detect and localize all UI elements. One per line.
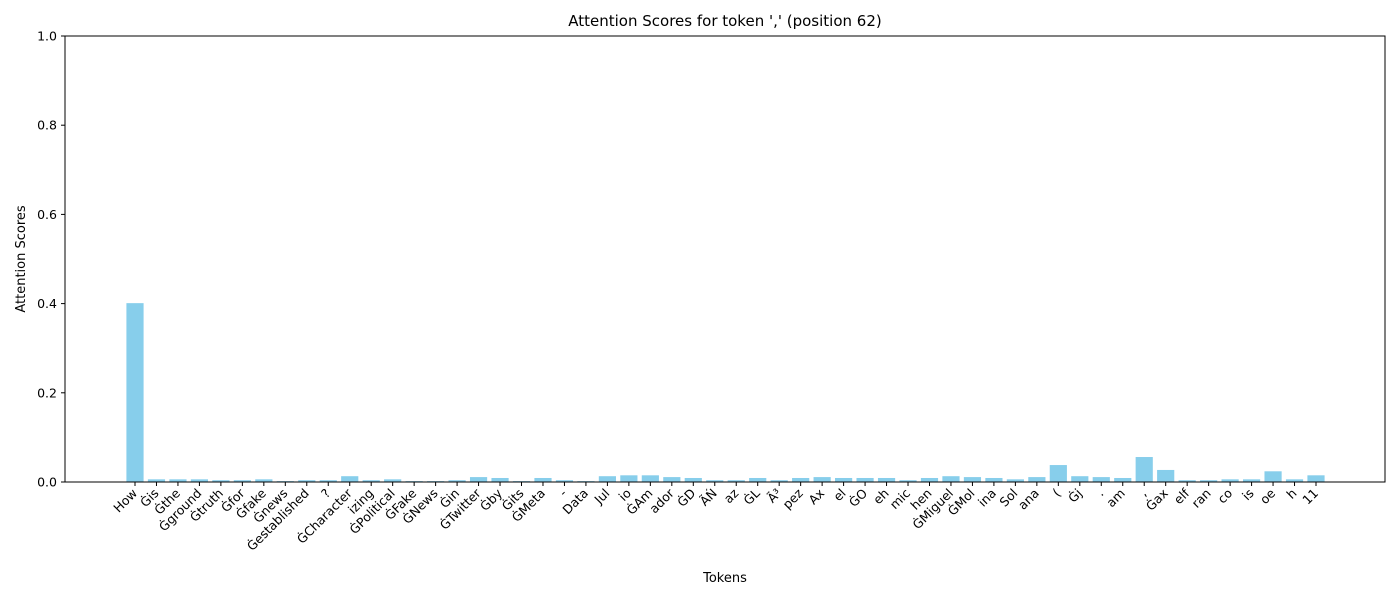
- bar: [641, 475, 659, 482]
- bar: [770, 480, 788, 482]
- y-tick-label: 1.0: [37, 29, 57, 44]
- bar: [963, 477, 982, 482]
- x-tick-label: ÃŃ: [697, 486, 720, 509]
- bar: [233, 480, 251, 482]
- bar: [598, 476, 616, 482]
- y-tick-label: 0.2: [37, 385, 57, 400]
- x-tick-label: ĠD: [673, 485, 698, 510]
- bar: [920, 477, 939, 482]
- x-tick-label: az: [721, 485, 742, 506]
- x-tick-label: ador: [646, 485, 677, 516]
- bar: [620, 475, 638, 482]
- x-tick-label: Data: [559, 486, 591, 518]
- bar: [942, 476, 960, 482]
- x-tick-label: How: [110, 486, 140, 516]
- bar: [469, 477, 488, 482]
- bar: [362, 480, 380, 482]
- y-tick-label: 0.8: [37, 118, 57, 133]
- bar: [169, 479, 187, 482]
- bar: [1178, 480, 1196, 482]
- bar: [1285, 479, 1304, 482]
- bar: [813, 477, 831, 482]
- bar: [1307, 475, 1325, 482]
- bar: [749, 477, 767, 482]
- bar: [1006, 479, 1024, 482]
- x-tick-label: h: [1283, 486, 1299, 502]
- bar: [1135, 457, 1153, 482]
- x-tick-label: .: [1093, 486, 1106, 499]
- bar: [899, 480, 917, 482]
- y-tick-label: 0.6: [37, 207, 57, 222]
- x-tick-label: elf: [1171, 485, 1193, 507]
- x-tick-label: ĠL: [740, 485, 763, 508]
- bar: [555, 480, 574, 482]
- x-axis-label: Tokens: [702, 571, 747, 586]
- bar: [985, 477, 1003, 482]
- bar: [147, 479, 166, 482]
- x-axis-ticks: HowĠisĠtheĠgroundĠtruthĠforĠfakeĠnewsĠes…: [110, 482, 1321, 554]
- bar: [491, 477, 509, 482]
- x-tick-label: ,: [1136, 486, 1149, 499]
- x-tick-label: ina: [975, 486, 999, 510]
- x-tick-label: mic: [887, 485, 914, 512]
- x-tick-label: Jul: [591, 486, 613, 508]
- bar: [1264, 471, 1282, 482]
- bar: [835, 477, 853, 482]
- bar: [684, 477, 702, 482]
- bar: [1221, 479, 1239, 482]
- bar: [448, 480, 466, 482]
- x-tick-label: (: [1049, 486, 1063, 500]
- bar: [319, 480, 337, 482]
- x-tick-label: ĠO: [845, 485, 870, 510]
- bar: [1114, 477, 1132, 482]
- bar: [1049, 465, 1067, 482]
- x-tick-label: Sol: [996, 486, 1020, 510]
- bar: [1028, 477, 1046, 482]
- y-axis-ticks: 0.0 0.2 0.4 0.6 0.8 1.0: [37, 29, 65, 490]
- x-tick-label: el: [830, 486, 849, 505]
- y-tick-label: 0.0: [37, 475, 57, 490]
- bar: [341, 476, 359, 482]
- bar: [255, 479, 273, 482]
- chart-title: Attention Scores for token ',' (position…: [568, 12, 881, 30]
- y-axis-label: Attention Scores: [14, 205, 29, 313]
- bar: [212, 480, 230, 482]
- plot-frame: [64, 35, 1386, 483]
- x-tick-label: Ġj: [1064, 485, 1085, 506]
- y-tick-label: 0.4: [37, 296, 57, 311]
- bar: [706, 480, 724, 482]
- x-tick-label: ana: [1015, 486, 1042, 513]
- bar: [384, 479, 402, 482]
- bar: [877, 477, 896, 482]
- bar: [856, 477, 874, 482]
- x-tick-label: ran: [1188, 486, 1213, 511]
- x-tick-label: co: [1214, 486, 1235, 507]
- x-tick-label: 11: [1299, 486, 1321, 508]
- x-tick-label: ĠTwitter: [436, 484, 484, 532]
- bar: [727, 480, 745, 482]
- x-tick-label: am: [1103, 486, 1128, 511]
- x-tick-label: pez: [779, 485, 806, 512]
- x-tick-label: Ġax: [1142, 485, 1171, 514]
- bars-group: [126, 303, 1325, 482]
- bar: [792, 477, 810, 482]
- x-tick-label: Ax: [805, 486, 827, 508]
- bar: [1092, 477, 1110, 482]
- bar: [1157, 469, 1175, 482]
- bar: [1071, 476, 1089, 482]
- x-tick-label: is: [1239, 486, 1257, 504]
- x-tick-label: oe: [1257, 485, 1279, 507]
- bar: [190, 479, 209, 482]
- bar: [298, 480, 316, 482]
- bar: [1242, 479, 1261, 482]
- bar: [1200, 480, 1218, 482]
- bar: [663, 477, 681, 482]
- bar: [534, 477, 552, 482]
- bar: [126, 303, 144, 482]
